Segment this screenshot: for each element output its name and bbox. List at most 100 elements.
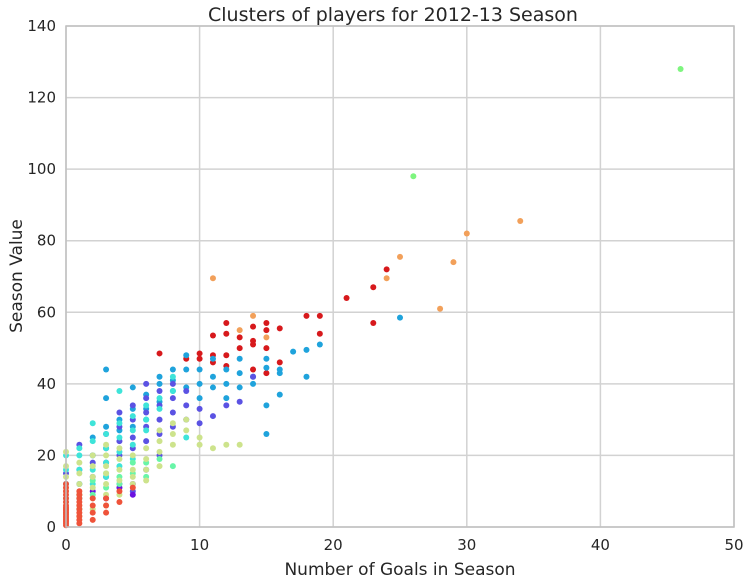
data-point [143, 477, 150, 484]
data-point [263, 345, 270, 352]
data-point [129, 427, 136, 434]
data-point [129, 459, 136, 466]
cluster-5 [89, 481, 136, 502]
data-point [290, 348, 297, 355]
y-axis-ticks: 0 20 40 60 80 100 120 140 [27, 17, 56, 536]
data-point [76, 481, 83, 488]
data-point [103, 481, 110, 488]
data-point [223, 352, 230, 359]
data-point [143, 409, 150, 416]
data-point [263, 370, 270, 377]
data-point [89, 516, 96, 523]
data-point [169, 366, 176, 373]
data-point [223, 380, 230, 387]
data-point [196, 350, 203, 357]
data-point [129, 402, 136, 409]
data-point [156, 395, 163, 402]
data-point [223, 330, 230, 337]
data-point [263, 320, 270, 327]
data-point [183, 434, 190, 441]
data-point [129, 473, 136, 480]
data-point [410, 173, 417, 180]
data-point [89, 463, 96, 470]
data-point [677, 65, 684, 72]
data-point [156, 416, 163, 423]
data-point [89, 452, 96, 459]
data-point [263, 327, 270, 334]
data-point [76, 445, 83, 452]
data-point [209, 384, 216, 391]
x-tick-label: 10 [190, 536, 209, 554]
y-tick-label: 120 [27, 89, 56, 107]
data-point [103, 470, 110, 477]
x-tick-label: 40 [591, 536, 610, 554]
data-point [103, 463, 110, 470]
data-point [209, 355, 216, 362]
data-point [116, 498, 123, 505]
data-point [143, 416, 150, 423]
data-point [169, 430, 176, 437]
data-point [129, 413, 136, 420]
data-point [129, 466, 136, 473]
data-point [263, 402, 270, 409]
data-point [276, 325, 283, 332]
data-point [156, 373, 163, 380]
cluster-9 [63, 481, 136, 529]
data-point [223, 441, 230, 448]
y-tick-label: 20 [37, 446, 56, 464]
data-point [116, 445, 123, 452]
data-point [183, 352, 190, 359]
data-point [276, 391, 283, 398]
data-point [263, 334, 270, 341]
y-tick-label: 140 [27, 17, 56, 35]
data-point [169, 409, 176, 416]
data-point [383, 266, 390, 273]
data-point [103, 441, 110, 448]
data-point [276, 359, 283, 366]
y-tick-label: 40 [37, 375, 56, 393]
data-point [103, 395, 110, 402]
data-point [116, 409, 123, 416]
data-point [169, 373, 176, 380]
data-point [89, 509, 96, 516]
data-point [143, 466, 150, 473]
data-point [383, 275, 390, 282]
data-point [196, 355, 203, 362]
data-point [156, 350, 163, 357]
data-point [76, 459, 83, 466]
data-point [143, 438, 150, 445]
data-point [303, 346, 310, 353]
data-point [89, 420, 96, 427]
data-point [223, 366, 230, 373]
data-point [196, 366, 203, 373]
data-point [236, 355, 243, 362]
data-point [183, 402, 190, 409]
data-point [263, 364, 270, 371]
data-point [103, 452, 110, 459]
data-point [103, 495, 110, 502]
data-point [223, 402, 230, 409]
data-point [169, 395, 176, 402]
data-point [209, 413, 216, 420]
data-point [116, 434, 123, 441]
data-point [250, 312, 257, 319]
data-point [263, 355, 270, 362]
data-point [316, 341, 323, 348]
data-point [303, 373, 310, 380]
data-point [316, 312, 323, 319]
data-point [250, 380, 257, 387]
data-point [196, 405, 203, 412]
data-point [116, 488, 123, 495]
data-point [209, 373, 216, 380]
data-point [250, 323, 257, 330]
data-point [223, 395, 230, 402]
cluster-3 [89, 314, 403, 441]
data-point [196, 434, 203, 441]
data-point [209, 445, 216, 452]
data-point [236, 334, 243, 341]
data-point [143, 456, 150, 463]
y-tick-label: 80 [37, 232, 56, 250]
data-point [76, 470, 83, 477]
data-point [156, 380, 163, 387]
